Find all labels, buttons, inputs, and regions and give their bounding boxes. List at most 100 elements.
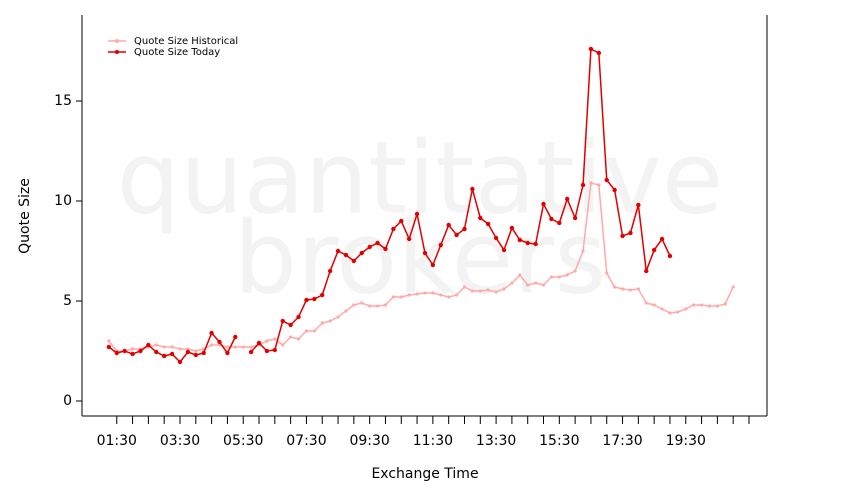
x-tick-label: 11:30: [413, 433, 453, 449]
point: [225, 345, 230, 349]
point: [462, 226, 467, 232]
point: [430, 262, 436, 268]
point: [383, 246, 388, 252]
legend-label: Quote Size Today: [134, 47, 220, 58]
point: [407, 293, 411, 297]
point: [312, 296, 317, 302]
point: [676, 310, 680, 314]
point: [248, 349, 254, 355]
point: [272, 347, 278, 353]
point: [256, 340, 262, 346]
point: [320, 321, 324, 325]
watermark: quantitative: [117, 119, 724, 236]
point: [344, 309, 348, 313]
point: [510, 281, 514, 285]
point: [494, 290, 498, 294]
point: [628, 230, 633, 236]
point: [597, 183, 601, 187]
x-tick-label: 09:30: [349, 433, 389, 449]
point: [281, 343, 285, 347]
point: [360, 301, 364, 305]
y-tick-label: 15: [54, 93, 72, 109]
point: [518, 273, 522, 277]
point: [106, 344, 112, 350]
x-tick-label: 13:30: [476, 433, 516, 449]
point: [605, 271, 609, 275]
legend-marker: [115, 50, 119, 54]
point: [565, 273, 569, 277]
point: [186, 347, 190, 351]
point: [699, 303, 704, 307]
point: [557, 275, 561, 279]
point: [620, 287, 625, 291]
point: [351, 258, 357, 264]
point: [423, 291, 427, 295]
point: [225, 350, 230, 356]
point: [312, 329, 316, 333]
point: [604, 177, 609, 183]
point: [636, 287, 640, 291]
x-tick-label: 07:30: [286, 433, 326, 449]
point: [541, 283, 546, 287]
point: [161, 353, 167, 359]
x-tick-label: 15:30: [539, 433, 579, 449]
point: [414, 211, 420, 217]
point: [170, 345, 174, 349]
point: [565, 196, 570, 202]
point: [580, 182, 586, 188]
point: [620, 233, 625, 239]
point: [549, 275, 554, 279]
point: [233, 334, 238, 340]
point: [659, 236, 665, 242]
point: [644, 301, 648, 305]
point: [146, 342, 151, 348]
point: [336, 315, 340, 319]
point: [368, 304, 372, 308]
x-tick-label: 01:30: [97, 433, 137, 449]
point: [438, 242, 443, 248]
point: [233, 345, 237, 349]
point: [581, 249, 585, 253]
x-tick-label: 17:30: [602, 433, 642, 449]
point: [193, 352, 198, 358]
point: [375, 304, 380, 308]
point: [525, 240, 530, 246]
point: [209, 330, 214, 336]
point: [486, 288, 490, 292]
point: [289, 335, 293, 339]
point: [493, 235, 499, 241]
point: [359, 250, 364, 256]
point: [367, 244, 372, 250]
point: [636, 202, 641, 208]
point: [651, 247, 657, 253]
x-axis-title: Exchange Time: [371, 466, 478, 482]
point: [667, 253, 673, 259]
point: [296, 314, 301, 320]
point: [613, 285, 617, 289]
point: [130, 347, 135, 351]
point: [162, 345, 166, 349]
point: [383, 303, 388, 307]
watermark: brokers: [234, 199, 607, 316]
point: [692, 303, 696, 307]
point: [589, 181, 593, 185]
point: [280, 318, 285, 324]
y-tick-label: 0: [63, 393, 72, 409]
point: [154, 343, 158, 347]
y-tick-label: 5: [63, 293, 72, 309]
point: [122, 348, 127, 354]
point: [533, 241, 538, 247]
x-tick-label: 05:30: [223, 433, 263, 449]
point: [406, 236, 412, 242]
point: [447, 295, 451, 299]
point: [169, 351, 175, 357]
point: [335, 248, 341, 254]
y-axis-title: Quote Size: [17, 178, 33, 254]
point: [327, 268, 333, 274]
point: [343, 252, 349, 258]
point: [478, 289, 482, 293]
point: [572, 215, 578, 221]
x-tick-label: 03:30: [160, 433, 200, 449]
